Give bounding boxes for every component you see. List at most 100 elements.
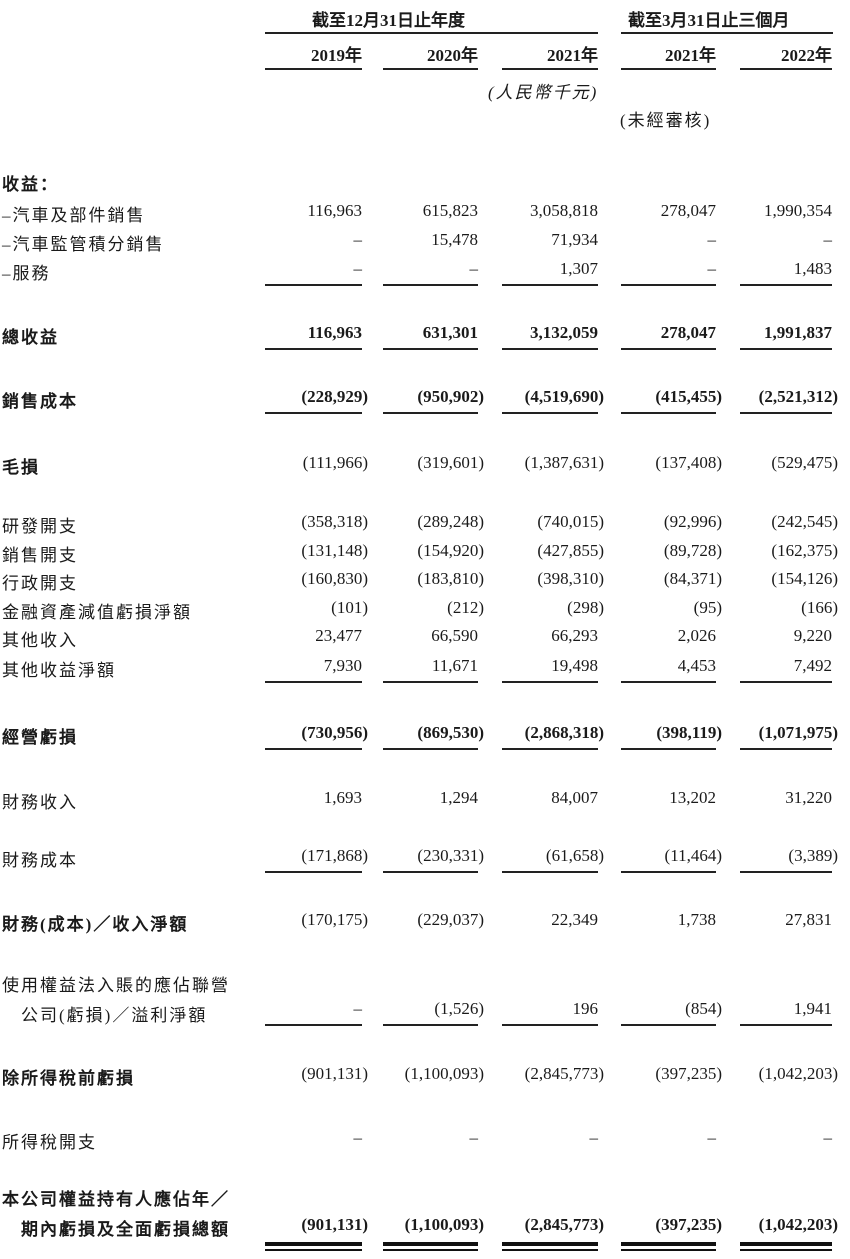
row-value: 7,492 [793,656,832,675]
subtotal-rule [621,284,716,286]
header-rule [621,32,833,34]
row-value: (2,868,318) [524,723,604,742]
row-value: 19,498 [551,656,598,675]
row-label: 財務成本 [2,851,78,870]
row-value: (154,920) [417,541,484,560]
year-rule [502,68,598,70]
row-value: 116,963 [307,201,362,220]
row-value: (131,148) [301,541,368,560]
row-value: 7,930 [323,656,362,675]
row-value: – [353,1128,363,1147]
total-double-rule [502,1249,598,1251]
row-label: 研發開支 [2,517,78,536]
row-label: 銷售成本 [2,392,78,411]
row-value: (2,845,773) [524,1064,604,1083]
row-value: – [823,1128,833,1147]
row-value: (111,966) [302,453,368,472]
subtotal-rule [265,681,362,683]
subtotal-rule [265,748,362,750]
row-value: 66,590 [431,626,478,645]
row-value: 1,693 [323,788,362,807]
row-value: (101) [331,598,368,617]
row-label: 所得稅開支 [2,1133,97,1152]
year-header: 2020年 [427,46,478,65]
row-value: 66,293 [551,626,598,645]
row-value: (3,389) [788,846,838,865]
row-value: (170,175) [301,910,368,929]
row-value: – [469,259,479,278]
subtotal-rule [265,871,362,873]
row-value: 1,738 [677,910,716,929]
subtotal-rule [502,748,598,750]
row-value: 4,453 [677,656,716,675]
subtotal-rule [502,412,598,414]
subtotal-rule [740,748,832,750]
row-value: – [353,999,363,1018]
total-double-rule [621,1249,716,1251]
row-value: (171,868) [301,846,368,865]
row-label: 行政開支 [2,574,78,593]
total-double-rule [502,1242,598,1246]
row-value: 116,963 [307,323,362,342]
row-value: (242,545) [771,512,838,531]
row-value: 631,301 [422,323,478,342]
row-value: (298) [567,598,604,617]
row-value: (160,830) [301,569,368,588]
row-value: 71,934 [551,230,598,249]
subtotal-rule [383,412,478,414]
row-value: 11,671 [431,656,478,675]
row-value: 615,823 [422,201,478,220]
subtotal-rule [383,681,478,683]
row-label: –汽車及部件銷售 [2,206,146,225]
row-value: (166) [801,598,838,617]
year-rule [621,68,716,70]
row-label: 毛損 [2,458,40,477]
total-double-rule [265,1242,362,1246]
row-value: (162,375) [771,541,838,560]
subtotal-rule [265,412,362,414]
subtotal-rule [265,1024,362,1026]
total-double-rule [383,1242,478,1246]
subtotal-rule [740,681,832,683]
subtotal-rule [383,348,478,350]
row-value: 278,047 [660,201,716,220]
subtotal-rule [383,284,478,286]
row-value: 1,294 [439,788,478,807]
row-value: (84,371) [663,569,722,588]
row-value: (398,310) [537,569,604,588]
row-value: – [707,1128,717,1147]
row-value: 3,132,059 [530,323,598,342]
row-value: 196 [572,999,599,1018]
subtotal-rule [740,348,832,350]
row-value: (154,126) [771,569,838,588]
row-value: 2,026 [677,626,716,645]
row-value: 278,047 [660,323,716,342]
subtotal-rule [502,284,598,286]
row-value: (61,658) [545,846,604,865]
row-value: 1,307 [559,259,598,278]
row-value: (415,455) [655,387,722,406]
row-value: 27,831 [785,910,832,929]
row-value: 23,477 [315,626,362,645]
row-label: 其他收入 [2,631,78,650]
row-value: (137,408) [655,453,722,472]
group-header-quarterly: 截至3月31日止三個月 [628,11,790,30]
row-value: (2,521,312) [758,387,838,406]
row-label: 期內虧損及全面虧損總額 [2,1220,230,1239]
subtotal-rule [383,1024,478,1026]
row-value: (398,119) [656,723,722,742]
year-header: 2022年 [781,46,832,65]
row-value: 31,220 [785,788,832,807]
subtotal-rule [621,748,716,750]
row-value: – [353,230,363,249]
row-value: (1,526) [434,999,484,1018]
row-value: (289,248) [417,512,484,531]
subtotal-rule [621,871,716,873]
subtotal-rule [383,748,478,750]
row-value: (1,042,203) [758,1064,838,1083]
subtotal-rule [621,412,716,414]
row-value: (229,037) [417,910,484,929]
row-label: 其他收益淨額 [2,661,116,680]
row-label: 經營虧損 [2,728,78,747]
row-value: – [469,1128,479,1147]
